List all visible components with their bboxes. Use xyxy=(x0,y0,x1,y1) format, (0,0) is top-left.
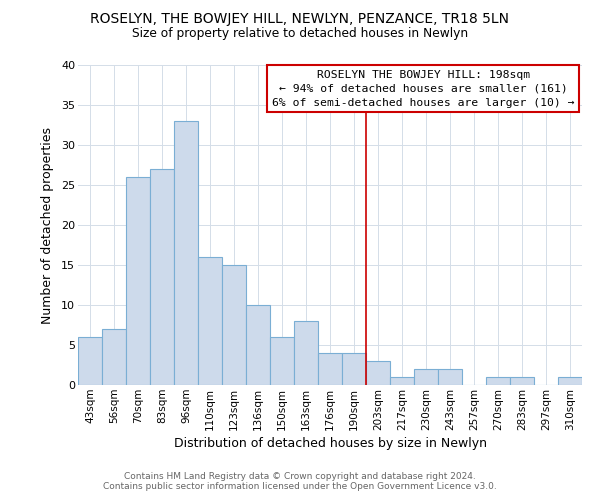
Bar xyxy=(78,337,102,385)
Bar xyxy=(558,377,582,385)
Bar xyxy=(390,377,414,385)
Text: Contains HM Land Registry data © Crown copyright and database right 2024.: Contains HM Land Registry data © Crown c… xyxy=(124,472,476,481)
Text: ROSELYN, THE BOWJEY HILL, NEWLYN, PENZANCE, TR18 5LN: ROSELYN, THE BOWJEY HILL, NEWLYN, PENZAN… xyxy=(91,12,509,26)
Bar xyxy=(270,337,294,385)
Text: Size of property relative to detached houses in Newlyn: Size of property relative to detached ho… xyxy=(132,28,468,40)
Bar xyxy=(366,361,390,385)
Bar xyxy=(414,369,438,385)
Bar xyxy=(246,305,270,385)
Bar xyxy=(342,353,366,385)
Bar xyxy=(102,329,126,385)
Bar xyxy=(174,121,198,385)
X-axis label: Distribution of detached houses by size in Newlyn: Distribution of detached houses by size … xyxy=(173,437,487,450)
Text: ROSELYN THE BOWJEY HILL: 198sqm
← 94% of detached houses are smaller (161)
6% of: ROSELYN THE BOWJEY HILL: 198sqm ← 94% of… xyxy=(272,70,574,108)
Bar xyxy=(126,177,150,385)
Bar xyxy=(198,257,222,385)
Bar xyxy=(222,265,246,385)
Bar xyxy=(510,377,534,385)
Y-axis label: Number of detached properties: Number of detached properties xyxy=(41,126,54,324)
Bar xyxy=(294,321,318,385)
Text: Contains public sector information licensed under the Open Government Licence v3: Contains public sector information licen… xyxy=(103,482,497,491)
Bar xyxy=(486,377,510,385)
Bar xyxy=(150,169,174,385)
Bar xyxy=(318,353,342,385)
Bar xyxy=(438,369,462,385)
